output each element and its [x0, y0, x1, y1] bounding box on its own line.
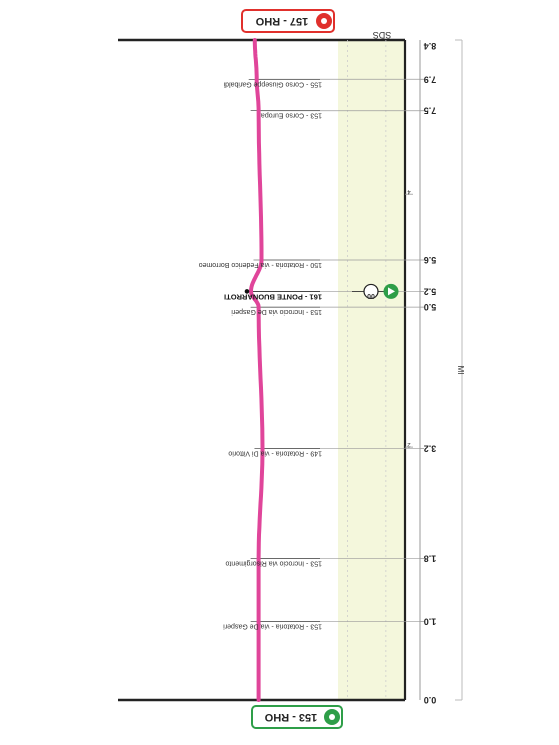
km-label-group: 5.0	[424, 302, 437, 312]
km-label: 3.2	[424, 444, 437, 454]
km-label: 7.5	[424, 106, 437, 116]
scale-label: SDS	[373, 30, 392, 40]
checkpoint-label: 153 - Rotatoria - via De Gasperi	[223, 622, 322, 629]
start-badge: 153 - RHO	[251, 705, 343, 729]
checkpoint-label: 155 - Corso Giuseppe Garibaldi	[223, 80, 322, 87]
km-label: 1.0	[424, 616, 437, 626]
km-label: 7.9	[424, 74, 437, 84]
checkpoint-label: 149 - Rotatoria - via Di Vittorio	[228, 450, 322, 457]
sprint-arrow-icon	[388, 287, 395, 296]
km-label-group: 3.2	[424, 444, 437, 454]
km-label-group: 5.2	[424, 286, 437, 296]
km-label-group: 5.6	[424, 255, 437, 265]
checkpoint-label-group: 149 - Rotatoria - via Di Vittorio	[228, 450, 322, 457]
checkpoint-label-group: 153 - Rotatoria - via De Gasperi	[223, 622, 322, 629]
intermediate-badge-group: 00	[367, 292, 375, 299]
checkpoint-label-group: 153 - Incrocio via De Gasperi	[231, 308, 322, 315]
checkpoint-label-group: 153 - Incrocio via Risorgimento	[225, 560, 322, 567]
start-flag-icon	[329, 714, 335, 720]
checkpoint-label: 161 - PONTE BUONARROTI	[224, 292, 322, 301]
checkpoint-label-group: 150 - Rotatoria - via Federico Borromeo	[199, 261, 322, 268]
start-km-label-group: 0.0	[424, 695, 437, 705]
finish-km-label-group: 8.4	[424, 41, 437, 51]
finish-km-label: 8.4	[424, 41, 437, 51]
km-label-group: 7.5	[424, 106, 437, 116]
profile-line	[249, 38, 265, 702]
checkpoint-dot	[244, 289, 250, 294]
mile-tick-label-group: 2	[407, 441, 411, 447]
finish-label: 157 - RHO	[255, 15, 308, 27]
intermediate-badge-text: 00	[367, 292, 375, 299]
unit-label: MI	[456, 366, 465, 375]
altitude-band	[338, 40, 405, 700]
checkpoint-label: 153 - Incrocio via Risorgimento	[225, 560, 322, 567]
intermediate-icon	[363, 283, 379, 300]
km-label: 1.8	[424, 554, 437, 564]
checkpoint-label-group: 161 - PONTE BUONARROTI	[224, 292, 322, 301]
mile-tick-label: 4	[407, 188, 411, 194]
start-km-label: 0.0	[424, 695, 437, 705]
km-label-group: 1.0	[424, 616, 437, 626]
km-label-group: 7.9	[424, 74, 437, 84]
km-label: 5.0	[424, 302, 437, 312]
checkpoint-label: 153 - Incrocio via De Gasperi	[231, 308, 322, 315]
start-label: 153 - RHO	[264, 711, 317, 723]
km-label: 5.2	[424, 286, 437, 296]
checkpoint-label-group: 155 - Corso Giuseppe Garibaldi	[223, 80, 322, 87]
mile-tick-label: 2	[407, 441, 411, 447]
checkpoint-label: 153 - Corso Europa	[261, 112, 322, 119]
km-label: 5.6	[424, 255, 437, 265]
finish-flag-icon	[321, 18, 327, 24]
checkpoint-label-group: 153 - Corso Europa	[261, 112, 322, 119]
finish-badge: 157 - RHO	[241, 9, 335, 33]
km-label-group: 1.8	[424, 554, 437, 564]
mile-tick-label-group: 4	[407, 188, 411, 194]
checkpoint-label: 150 - Rotatoria - via Federico Borromeo	[199, 261, 322, 268]
